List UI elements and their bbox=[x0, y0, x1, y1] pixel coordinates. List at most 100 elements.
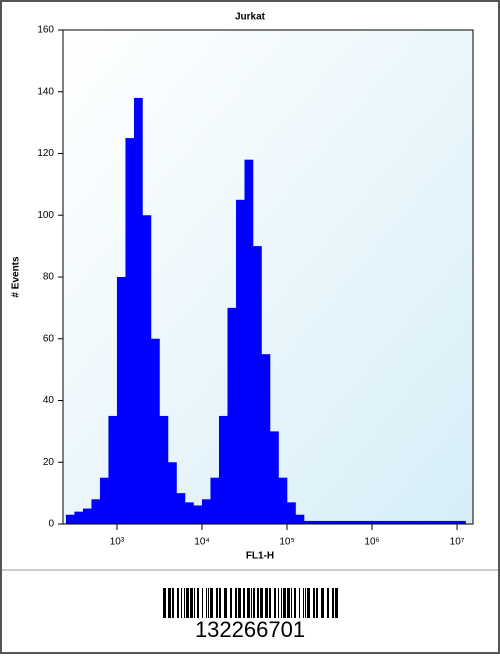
histogram-bar bbox=[423, 520, 432, 524]
y-tick-label: 40 bbox=[43, 395, 55, 406]
histogram-bar bbox=[82, 508, 92, 524]
histogram-bar bbox=[287, 502, 296, 524]
histogram-bar bbox=[210, 477, 220, 524]
x-axis-label: FL1-H bbox=[246, 551, 274, 562]
barcode-bar bbox=[197, 588, 199, 618]
y-tick-label: 80 bbox=[43, 272, 55, 283]
histogram-bar bbox=[176, 493, 186, 524]
x-tick-label: 10⁶ bbox=[364, 537, 379, 548]
histogram-bar bbox=[91, 499, 101, 524]
histogram-bar bbox=[235, 199, 245, 524]
barcode-bar bbox=[190, 588, 193, 618]
y-tick-label: 100 bbox=[37, 210, 54, 221]
barcode-bar bbox=[208, 588, 209, 618]
histogram-bar bbox=[355, 520, 364, 524]
histogram-bar bbox=[269, 431, 279, 524]
histogram-bar bbox=[278, 477, 288, 524]
histogram-bar bbox=[252, 246, 262, 524]
barcode-bar bbox=[253, 588, 255, 618]
barcode-bar bbox=[335, 588, 338, 618]
barcode-bar bbox=[206, 588, 207, 618]
barcode-bar bbox=[305, 588, 306, 618]
histogram-bar bbox=[218, 415, 228, 524]
barcode-bar bbox=[327, 588, 329, 618]
histogram-bar bbox=[406, 520, 415, 524]
barcode-bar bbox=[210, 588, 213, 618]
y-tick-label: 120 bbox=[37, 148, 54, 159]
barcode-bar bbox=[260, 588, 263, 618]
histogram-bar bbox=[457, 520, 466, 524]
histogram-bar bbox=[193, 505, 203, 524]
histogram-bar bbox=[142, 215, 152, 524]
histogram-bar bbox=[159, 415, 169, 524]
y-axis-label: # Events bbox=[11, 256, 22, 298]
y-tick-label: 20 bbox=[43, 457, 55, 468]
barcode-bar bbox=[313, 588, 315, 618]
barcode-bar bbox=[251, 588, 252, 618]
histogram-bar bbox=[74, 511, 84, 524]
histogram-bar bbox=[99, 477, 109, 524]
x-tick-label: 10⁷ bbox=[450, 537, 465, 548]
histogram-bar bbox=[116, 277, 126, 524]
barcode-bar bbox=[269, 588, 271, 618]
barcode-bar bbox=[278, 588, 279, 618]
barcode-bar bbox=[168, 588, 171, 618]
barcode-bar bbox=[294, 588, 296, 618]
histogram-bar bbox=[329, 520, 339, 524]
histogram-bar bbox=[261, 354, 271, 524]
histogram-bar bbox=[440, 520, 449, 524]
barcode-bar bbox=[247, 588, 250, 618]
barcode-bar bbox=[283, 588, 286, 618]
barcode-bar bbox=[321, 588, 324, 618]
barcode-bar bbox=[265, 588, 268, 618]
histogram-bar bbox=[380, 520, 390, 524]
histogram-bar bbox=[363, 520, 373, 524]
barcode-bar bbox=[299, 588, 300, 618]
histogram-bar bbox=[108, 415, 118, 524]
histogram-bar bbox=[389, 520, 398, 524]
barcode-bar bbox=[235, 588, 237, 618]
histogram-bar bbox=[448, 520, 458, 524]
histogram-bar bbox=[167, 462, 177, 524]
histogram-bar bbox=[65, 514, 75, 524]
y-tick-label: 140 bbox=[37, 86, 54, 97]
histogram-bar bbox=[414, 520, 424, 524]
barcode-bar bbox=[238, 588, 241, 618]
barcode-bar bbox=[219, 588, 221, 618]
barcode-bar bbox=[332, 588, 334, 618]
x-tick-label: 10⁴ bbox=[194, 537, 209, 548]
barcode-number: 132266701 bbox=[195, 617, 305, 642]
barcode-bar bbox=[186, 588, 189, 618]
histogram-bar bbox=[201, 499, 211, 524]
histogram-bar bbox=[338, 520, 347, 524]
barcode-bar bbox=[177, 588, 179, 618]
barcode-bar bbox=[243, 588, 245, 618]
chart-title: Jurkat bbox=[235, 12, 266, 23]
barcode-bar bbox=[163, 588, 166, 618]
barcode-bar bbox=[202, 588, 203, 618]
barcode-bar bbox=[316, 588, 318, 618]
y-tick-label: 60 bbox=[43, 333, 55, 344]
barcode-bar bbox=[216, 588, 218, 618]
barcode-bar bbox=[307, 588, 310, 618]
histogram-bar bbox=[431, 520, 441, 524]
barcode-bar bbox=[291, 588, 292, 618]
histogram-bar bbox=[346, 520, 356, 524]
histogram-bar bbox=[227, 307, 237, 524]
histogram-bar bbox=[133, 97, 143, 525]
barcode-bar bbox=[224, 588, 227, 618]
histogram-bar bbox=[372, 520, 381, 524]
barcode-bar bbox=[181, 588, 182, 618]
barcode-bar bbox=[184, 588, 185, 618]
y-tick-label: 0 bbox=[48, 519, 54, 530]
histogram-bar bbox=[321, 520, 330, 524]
histogram-bar bbox=[125, 138, 135, 524]
barcode-bar bbox=[287, 588, 290, 618]
barcode-bar bbox=[257, 588, 259, 618]
histogram-bar bbox=[150, 338, 160, 524]
barcode-bar bbox=[172, 588, 174, 618]
histogram-bar bbox=[312, 520, 322, 524]
barcode-bar bbox=[230, 588, 232, 618]
